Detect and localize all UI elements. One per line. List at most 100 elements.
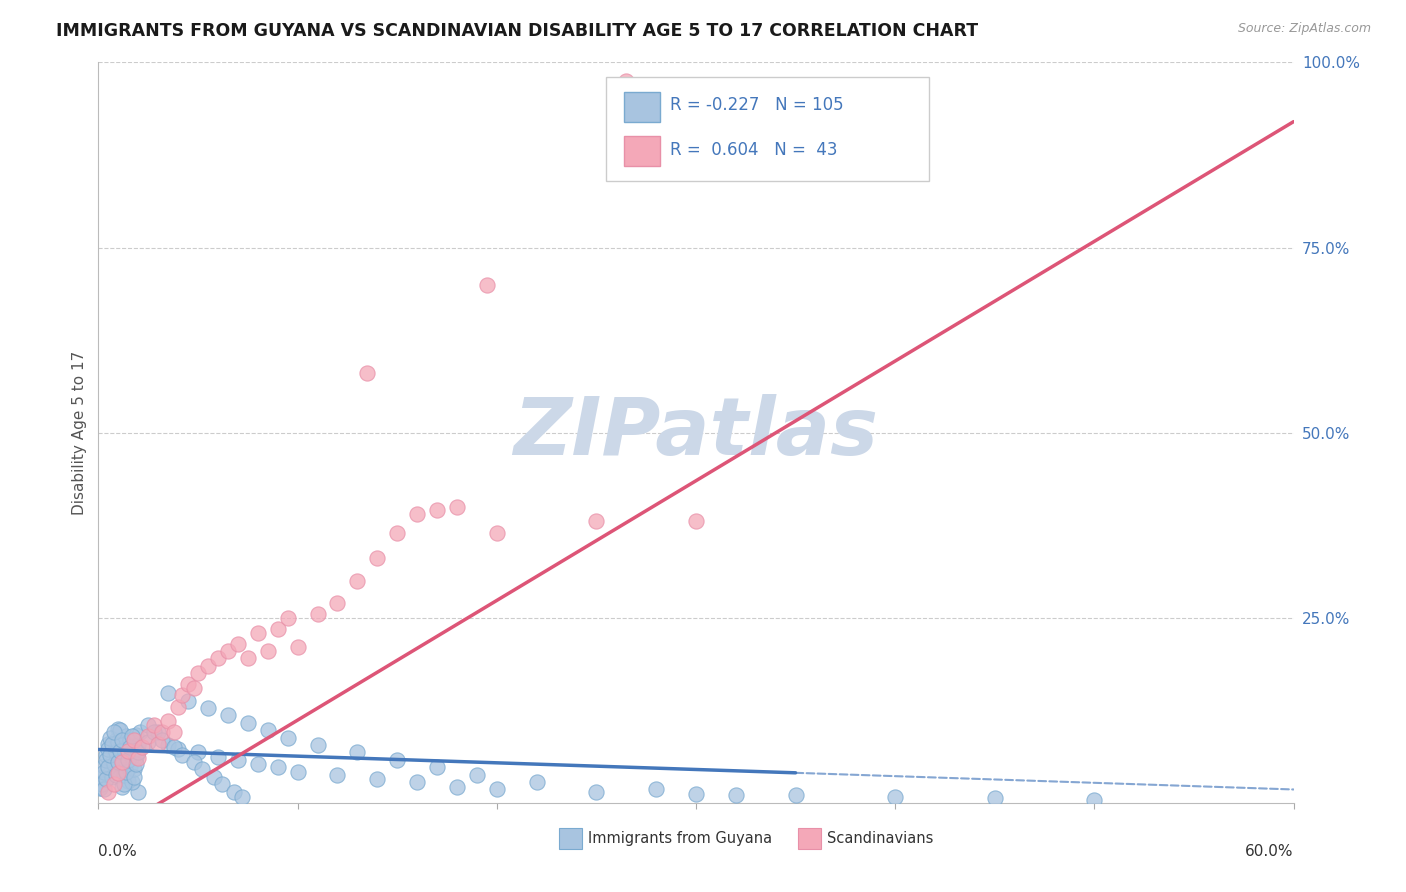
Point [103,757,125,772]
Point [614,74,637,88]
Point [131,740,153,755]
Point [97,742,120,756]
Point [267,760,290,774]
Point [148,725,170,739]
Point [157,738,180,752]
Point [105,767,128,781]
Point [246,625,269,640]
Point [103,725,125,739]
Point [150,732,173,747]
Point [526,775,548,789]
Point [277,731,299,745]
Bar [797,828,821,848]
Point [101,755,124,769]
Point [103,744,125,758]
Point [107,722,129,736]
Text: 60.0%: 60.0% [1246,844,1294,858]
Point [465,767,488,781]
Point [326,767,349,781]
Point [157,686,180,700]
Point [256,644,278,658]
Point [117,773,139,788]
Point [277,610,299,624]
Point [127,738,149,752]
Point [91,777,114,791]
Bar [558,828,582,848]
Point [685,787,707,801]
Point [107,766,129,780]
Point [884,789,907,804]
Point [112,740,135,755]
Point [1083,793,1105,807]
Text: Scandinavians: Scandinavians [827,830,934,846]
Point [485,782,508,797]
Point [246,757,269,772]
Text: 0.0%: 0.0% [98,844,138,858]
FancyBboxPatch shape [606,78,929,181]
Point [105,746,128,760]
Point [236,651,259,665]
Point [385,525,409,540]
Point [346,574,368,588]
Point [202,770,225,784]
Text: R = -0.227   N = 105: R = -0.227 N = 105 [669,96,844,114]
Point [111,780,134,794]
Point [124,732,146,747]
Point [157,714,180,729]
Point [356,367,378,381]
Point [177,677,200,691]
Point [98,731,122,745]
Point [187,746,209,760]
Point [645,782,668,797]
Point [163,740,186,755]
Point [125,728,148,742]
Point [785,789,807,803]
Point [111,751,134,765]
Point [211,777,233,791]
Point [124,770,146,784]
Point [984,791,1007,805]
Point [187,666,209,681]
Point [127,751,149,765]
Point [183,681,205,695]
Point [326,596,349,610]
Point [163,725,186,739]
Point [89,780,111,795]
Point [101,737,124,751]
Point [207,651,229,665]
Point [685,515,707,529]
Point [97,785,120,799]
Point [366,551,388,566]
Point [110,723,132,738]
Point [127,746,149,760]
Point [121,775,143,789]
Point [96,747,118,762]
Point [115,764,138,779]
Point [307,738,329,752]
Point [117,744,139,758]
Point [111,732,134,747]
FancyBboxPatch shape [624,92,661,121]
Point [120,740,142,755]
Point [236,715,259,730]
Text: Source: ZipAtlas.com: Source: ZipAtlas.com [1237,22,1371,36]
Point [226,753,249,767]
Point [121,750,143,764]
Point [120,732,142,747]
Point [177,693,200,707]
FancyBboxPatch shape [624,136,661,166]
Point [385,753,409,767]
Text: R =  0.604   N =  43: R = 0.604 N = 43 [669,141,837,159]
Point [105,732,128,747]
Point [256,723,278,738]
Point [107,735,129,749]
Point [91,770,114,784]
Point [136,729,159,743]
Point [97,760,120,774]
Point [475,277,498,292]
Point [110,744,132,758]
Point [585,785,607,799]
Point [117,744,139,758]
Point [115,729,138,743]
Point [222,785,245,799]
